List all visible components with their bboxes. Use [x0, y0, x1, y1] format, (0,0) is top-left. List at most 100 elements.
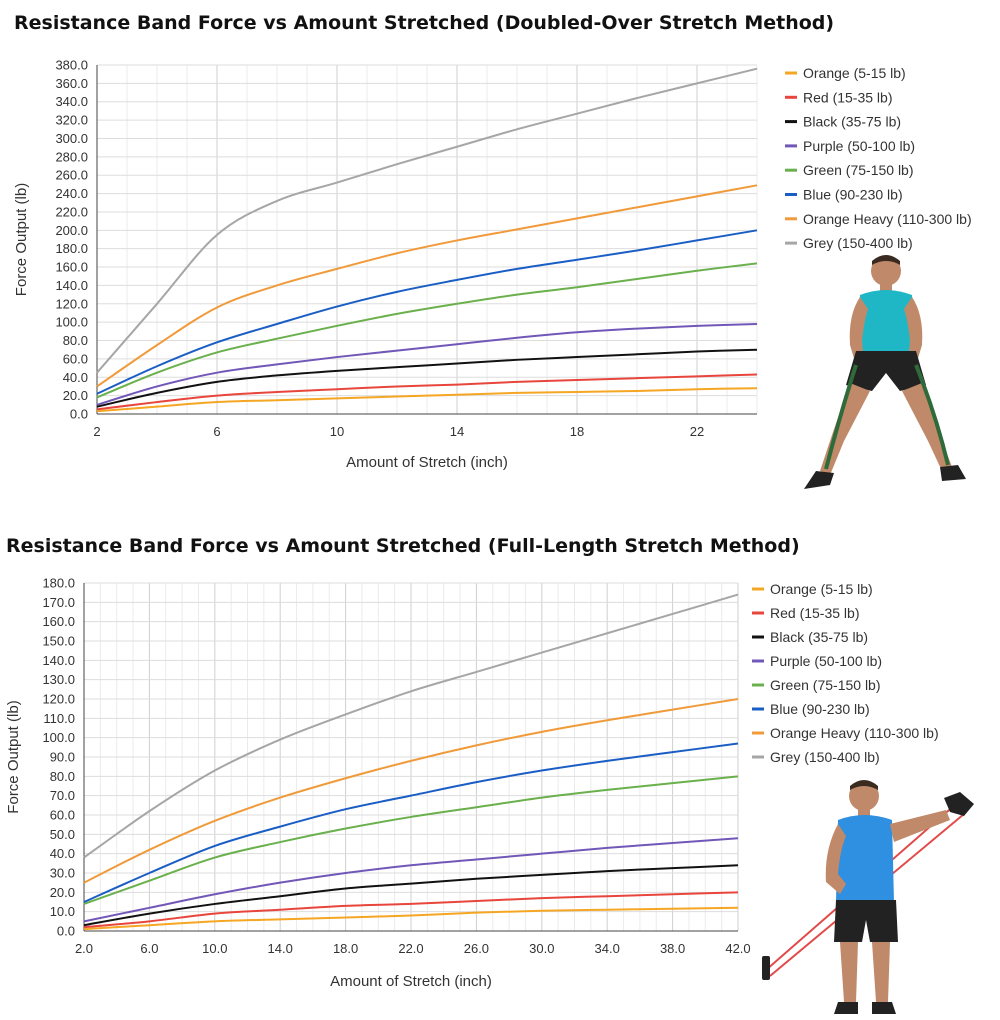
y-tick-label: 380.0 [55, 58, 88, 73]
y-tick-label: 240.0 [55, 186, 88, 201]
x-tick-label: 38.0 [660, 941, 685, 956]
x-axis-title: Amount of Stretch (inch) [346, 454, 508, 471]
series-line [96, 262, 758, 399]
legend-label: Orange (5-15 lb) [770, 581, 873, 597]
chart-title: Resistance Band Force vs Amount Stretche… [14, 12, 835, 34]
legend-label: Grey (150-400 lb) [803, 235, 913, 251]
x-tick-label: 14 [450, 424, 464, 439]
y-tick-label: 0.0 [57, 924, 75, 939]
y-tick-label: 100.0 [42, 730, 75, 745]
x-tick-label: 10.0 [202, 941, 227, 956]
series-line [96, 387, 758, 413]
chart-full-length: Resistance Band Force vs Amount Stretche… [0, 520, 1000, 1020]
y-tick-label: 150.0 [42, 634, 75, 649]
legend-label: Red (15-35 lb) [803, 89, 893, 105]
x-tick-label: 6.0 [140, 941, 158, 956]
legend-label: Black (35-75 lb) [770, 629, 868, 645]
legend: Orange (5-15 lb) Red (15-35 lb) Black (35-… [785, 65, 972, 251]
y-tick-label: 200.0 [55, 223, 88, 238]
series-line [83, 906, 739, 931]
chart-svg: 0.0 20.0 40.0 60.0 80.0 100.0 120.0 140.0 160.0 1… [13, 58, 972, 472]
y-axis-title: Force Output (lb) [13, 183, 30, 296]
x-tick-label: 6 [213, 424, 220, 439]
y-tick-label: 180.0 [55, 241, 88, 256]
legend-label: Blue (90-230 lb) [770, 701, 870, 717]
y-tick-label: 170.0 [42, 595, 75, 610]
x-tick-label: 2 [93, 424, 100, 439]
y-tick-label: 20.0 [50, 885, 75, 900]
x-tick-label: 10 [330, 424, 344, 439]
series-line [83, 775, 739, 905]
legend-label: Grey (150-400 lb) [770, 749, 880, 765]
legend-label: Orange (5-15 lb) [803, 65, 906, 81]
x-tick-label: 18 [570, 424, 584, 439]
x-tick-label: 42.0 [725, 941, 750, 956]
y-tick-label: 320.0 [55, 113, 88, 128]
series-line [96, 67, 758, 374]
x-tick-label: 18.0 [333, 941, 358, 956]
grid [83, 582, 739, 932]
y-tick-label: 70.0 [50, 788, 75, 803]
x-tick-label: 14.0 [268, 941, 293, 956]
legend-label: Black (35-75 lb) [803, 114, 901, 130]
legend-label: Green (75-150 lb) [803, 162, 914, 178]
y-tick-label: 360.0 [55, 76, 88, 91]
legend-label: Green (75-150 lb) [770, 677, 881, 693]
series-line [83, 742, 739, 903]
y-tick-label: 140.0 [42, 653, 75, 668]
y-tick-label: 110.0 [43, 711, 75, 726]
y-tick-label: 160.0 [42, 614, 75, 629]
y-tick-label: 80.0 [50, 769, 75, 784]
y-tick-label: 100.0 [55, 315, 88, 330]
y-tick-label: 220.0 [55, 204, 88, 219]
series-line [96, 322, 758, 406]
grid [96, 64, 758, 415]
series-line [96, 184, 758, 388]
y-tick-label: 60.0 [50, 808, 75, 823]
legend-label: Red (15-35 lb) [770, 605, 860, 621]
y-tick-label: 40.0 [50, 846, 75, 861]
y-tick-label: 140.0 [55, 278, 88, 293]
series-line [96, 229, 758, 395]
y-axis-title: Force Output (lb) [5, 700, 22, 813]
y-tick-label: 340.0 [55, 94, 88, 109]
x-tick-label: 22.0 [398, 941, 423, 956]
y-tick-label: 50.0 [50, 827, 75, 842]
legend-label: Purple (50-100 lb) [770, 653, 882, 669]
y-tick-label: 0.0 [70, 407, 88, 422]
legend: Orange (5-15 lb) Red (15-35 lb) Black (35-… [752, 581, 939, 765]
y-tick-label: 40.0 [63, 370, 88, 385]
y-tick-label: 60.0 [63, 351, 88, 366]
chart-svg: 0.0 10.0 20.0 30.0 40.0 50.0 60.0 70.0 80.0 90.0 1… [5, 576, 939, 991]
y-tick-label: 300.0 [55, 131, 88, 146]
y-tick-label: 260.0 [55, 168, 88, 183]
y-tick-label: 120.0 [42, 692, 75, 707]
legend-label: Blue (90-230 lb) [803, 187, 903, 203]
y-tick-label: 160.0 [55, 260, 88, 275]
chart-doubled-over: Resistance Band Force vs Amount Stretche… [13, 12, 972, 489]
chart-title: Resistance Band Force vs Amount Stretche… [6, 535, 800, 557]
x-tick-label: 26.0 [464, 941, 489, 956]
series-line [96, 373, 758, 411]
y-tick-label: 180.0 [42, 576, 75, 591]
athlete-squat-image [804, 255, 966, 489]
x-tick-label: 30.0 [529, 941, 554, 956]
x-tick-label: 2.0 [75, 941, 93, 956]
x-tick-label: 22 [690, 424, 704, 439]
series-line [83, 593, 739, 859]
series-line [83, 891, 739, 929]
legend-label: Orange Heavy (110-300 lb) [803, 211, 972, 227]
y-tick-label: 80.0 [63, 333, 88, 348]
y-tick-label: 280.0 [55, 149, 88, 164]
y-tick-label: 20.0 [63, 388, 88, 403]
y-tick-label: 10.0 [50, 904, 75, 919]
y-tick-label: 90.0 [50, 750, 75, 765]
series-line [83, 837, 739, 923]
athlete-raise-image [762, 780, 974, 1014]
series-line [96, 348, 758, 408]
series-line [83, 698, 739, 884]
x-axis-title: Amount of Stretch (inch) [330, 973, 492, 990]
y-tick-label: 130.0 [42, 672, 75, 687]
legend-label: Orange Heavy (110-300 lb) [770, 725, 939, 741]
legend-label: Purple (50-100 lb) [803, 138, 915, 154]
